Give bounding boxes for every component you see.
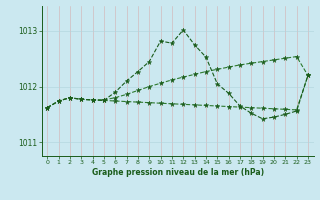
X-axis label: Graphe pression niveau de la mer (hPa): Graphe pression niveau de la mer (hPa) (92, 168, 264, 177)
